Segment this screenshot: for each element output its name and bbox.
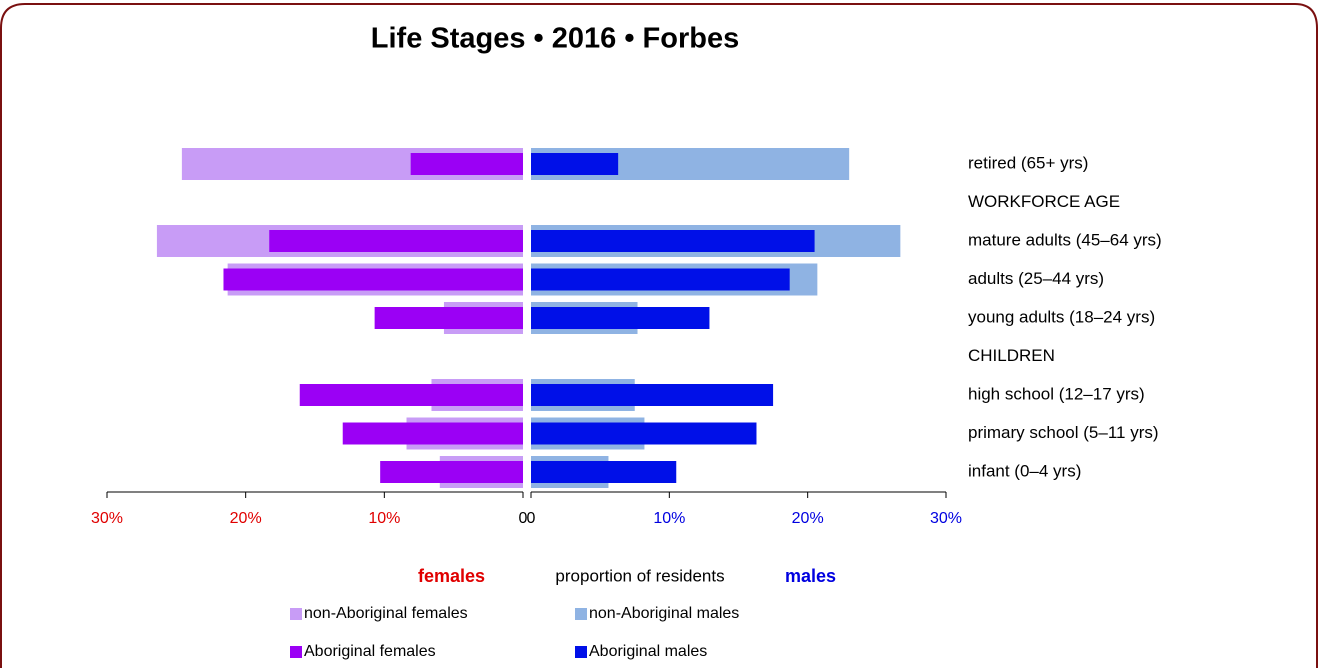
bar xyxy=(223,268,524,291)
bar xyxy=(269,230,523,252)
legend-label: non-Aboriginal males xyxy=(589,605,739,622)
x-tick-label: 0 xyxy=(519,510,528,527)
x-tick-label: 10% xyxy=(653,510,685,527)
legend-label: non-Aboriginal females xyxy=(304,605,468,622)
legend-swatch xyxy=(575,646,587,658)
bar xyxy=(531,268,790,291)
bar xyxy=(531,461,677,483)
bar xyxy=(299,384,523,406)
category-label: primary school (5–11 yrs) xyxy=(968,423,1159,442)
x-tick-label: 10% xyxy=(368,510,400,527)
frame xyxy=(0,3,1318,668)
bar xyxy=(531,230,815,252)
x-tick-label: 30% xyxy=(930,510,962,527)
category-label: mature adults (45–64 yrs) xyxy=(968,230,1162,249)
category-label: adults (25–44 yrs) xyxy=(968,269,1104,288)
x-tick-label: 0 xyxy=(527,510,536,527)
category-label: retired (65+ yrs) xyxy=(968,153,1088,172)
category-label: young adults (18–24 yrs) xyxy=(968,307,1155,326)
x-axis-label: proportion of residents xyxy=(555,566,724,585)
legend-swatch xyxy=(290,646,302,658)
category-label: high school (12–17 yrs) xyxy=(968,384,1145,403)
legend-swatch xyxy=(575,608,587,620)
bar xyxy=(374,307,523,329)
bar xyxy=(410,153,523,175)
male-label: males xyxy=(785,566,836,586)
bar xyxy=(380,461,523,483)
legend-swatch xyxy=(290,608,302,620)
x-tick-label: 30% xyxy=(91,510,123,527)
category-label: CHILDREN xyxy=(968,346,1055,365)
female-label: females xyxy=(418,566,485,586)
category-label: WORKFORCE AGE xyxy=(968,192,1120,211)
x-tick-label: 20% xyxy=(792,510,824,527)
bar xyxy=(531,307,710,329)
bar xyxy=(531,384,774,406)
bar xyxy=(531,422,757,445)
legend-label: Aboriginal males xyxy=(589,643,707,660)
bar xyxy=(342,422,523,445)
x-tick-label: 20% xyxy=(230,510,262,527)
category-label: infant (0–4 yrs) xyxy=(968,461,1081,480)
legend-label: Aboriginal females xyxy=(304,643,436,660)
chart-title: Life Stages • 2016 • Forbes xyxy=(371,23,739,55)
bar xyxy=(531,153,619,175)
